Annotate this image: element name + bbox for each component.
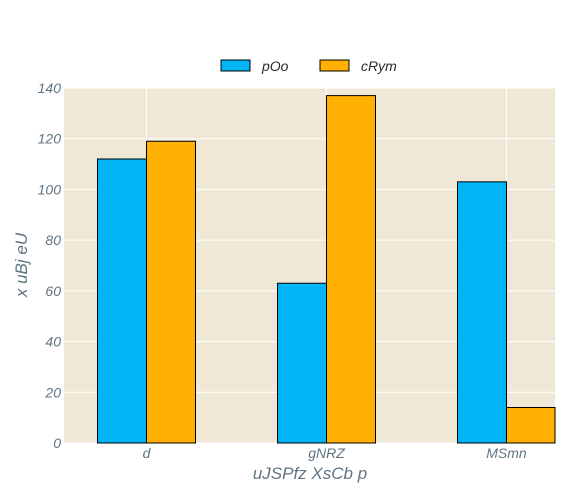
x-tick-label: MSmn — [486, 445, 527, 461]
x-tick-label: gNRZ — [308, 445, 345, 461]
y-tick-label: 0 — [53, 435, 61, 451]
legend-label: cRym — [361, 58, 397, 74]
legend: pOo cRym — [220, 58, 397, 74]
bar-pOo-MSmn — [457, 181, 507, 444]
bar-cRym-gNRZ — [326, 95, 376, 444]
bar-cRym-d — [146, 140, 196, 444]
y-tick-label: 120 — [38, 131, 62, 147]
y-tick-label: 40 — [45, 334, 61, 350]
y-tick-label: 20 — [44, 384, 61, 400]
bar-cRym-MSmn — [506, 407, 556, 444]
y-tick-label: 100 — [38, 181, 62, 197]
y-tick-label: 140 — [38, 80, 62, 96]
legend-swatch — [220, 59, 251, 72]
legend-swatch — [319, 59, 350, 72]
x-tick-labels: d gNRZ MSmn — [143, 445, 527, 461]
bar-pOo-gNRZ — [277, 282, 327, 444]
y-tick-labels: 0 20 40 60 80 100 120 140 — [38, 80, 62, 451]
y-tick-label: 80 — [45, 232, 61, 248]
x-tick-label: d — [143, 445, 152, 461]
legend-label: pOo — [261, 58, 289, 74]
y-tick-label: 60 — [45, 283, 61, 299]
x-axis-title: uJSPfz XsCb p — [253, 464, 367, 483]
bars — [97, 95, 556, 444]
bar-pOo-d — [97, 158, 147, 444]
y-axis-title: x uBj eU — [12, 232, 31, 298]
